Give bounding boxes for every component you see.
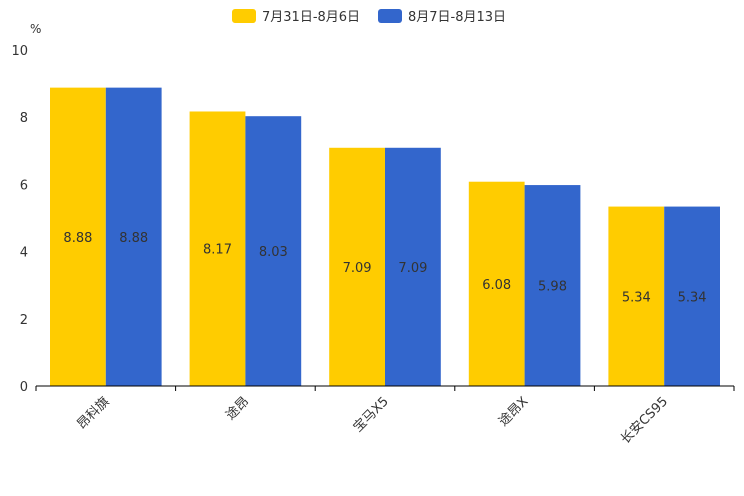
- x-tick-label: 宝马X5: [351, 394, 392, 435]
- y-tick-label: 8: [20, 111, 28, 126]
- bar-value-label: 8.03: [259, 245, 288, 260]
- bar-series-0-4[interactable]: [608, 206, 665, 386]
- legend: 7月31日-8月6日 8月7日-8月13日: [232, 9, 506, 25]
- bar-series-0-0[interactable]: [50, 87, 106, 387]
- bar-value-label: 7.09: [343, 261, 372, 276]
- bar-series-1-2[interactable]: [385, 147, 441, 386]
- y-tick-label: 6: [20, 178, 28, 193]
- bar-value-label: 6.08: [482, 278, 511, 293]
- bar-value-label: 5.34: [678, 290, 707, 305]
- bar-value-label: 8.88: [63, 231, 92, 246]
- bar-value-label: 5.34: [622, 290, 651, 305]
- x-tick-label: 长安CS95: [618, 394, 671, 447]
- bar-value-label: 8.88: [119, 231, 148, 246]
- bar-series-1-4[interactable]: [664, 206, 720, 386]
- bar-value-label: 5.98: [538, 280, 567, 295]
- x-tick-label: 途昂X: [495, 393, 531, 429]
- y-tick-label: 2: [20, 313, 28, 328]
- y-tick-label: 10: [11, 44, 28, 59]
- y-axis-unit-label: %: [30, 22, 41, 36]
- legend-label-series-1[interactable]: 8月7日-8月13日: [408, 10, 506, 25]
- bar-series-0-3[interactable]: [468, 181, 525, 386]
- bar-series-0-2[interactable]: [329, 147, 385, 386]
- bar-series-1-1[interactable]: [245, 116, 302, 386]
- x-tick-label: 途昂: [223, 394, 253, 424]
- bar-series-1-3[interactable]: [524, 185, 581, 386]
- bar-value-label: 8.17: [203, 243, 232, 258]
- legend-swatch-series-0[interactable]: [232, 9, 256, 23]
- y-tick-label: 0: [20, 380, 28, 395]
- x-tick-label: 昂科旗: [74, 394, 113, 433]
- legend-swatch-series-1[interactable]: [378, 9, 402, 23]
- bar-series-0-1[interactable]: [189, 111, 246, 386]
- y-tick-label: 4: [20, 246, 28, 261]
- bar-series-1-0[interactable]: [105, 87, 162, 387]
- bar-value-label: 7.09: [398, 261, 427, 276]
- legend-label-series-0[interactable]: 7月31日-8月6日: [262, 10, 360, 25]
